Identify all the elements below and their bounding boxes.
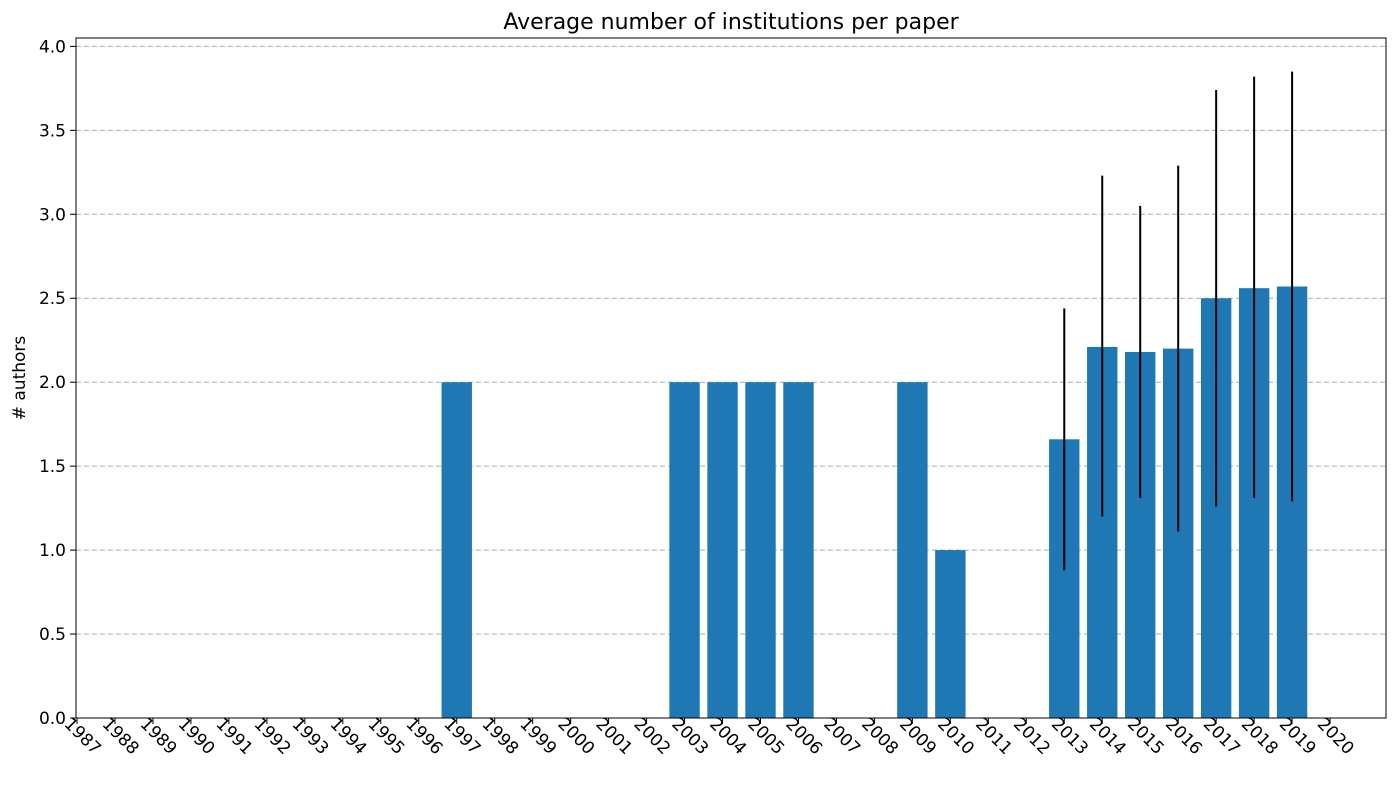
x-tick-label: 1988	[98, 714, 143, 759]
x-tick-label: 2019	[1275, 714, 1320, 759]
y-tick-label: 3.0	[39, 205, 66, 225]
y-tick-label: 2.0	[39, 373, 66, 393]
y-tick-label: 1.5	[39, 457, 66, 477]
x-tick-label: 1998	[478, 714, 523, 759]
x-tick-label: 2008	[857, 714, 902, 759]
x-tick-label: 1994	[326, 714, 371, 759]
x-axis-ticks: 1987198819891990199119921993199419951996…	[60, 714, 1358, 759]
x-tick-label: 2005	[743, 714, 788, 759]
x-tick-label: 1993	[288, 714, 333, 759]
x-tick-label: 1995	[364, 714, 409, 759]
error-bars-group	[1063, 71, 1294, 571]
x-tick-label: 1996	[402, 714, 447, 759]
x-tick-label: 2013	[1047, 714, 1092, 759]
bar-2009	[897, 382, 928, 718]
x-tick-label: 1999	[516, 714, 561, 759]
x-tick-label: 1989	[136, 714, 181, 759]
y-tick-label: 4.0	[39, 37, 66, 57]
x-tick-label: 2015	[1123, 714, 1168, 759]
chart-title: Average number of institutions per paper	[503, 10, 959, 35]
plot-frame	[75, 37, 1387, 719]
bar-2004	[707, 382, 738, 718]
x-tick-label: 1987	[60, 714, 105, 759]
bar-2003	[669, 382, 700, 718]
x-tick-label: 2018	[1237, 714, 1282, 759]
x-tick-label: 2006	[781, 714, 826, 759]
y-tick-label: 1.0	[39, 541, 66, 561]
x-tick-label: 2014	[1085, 714, 1130, 759]
x-tick-label: 1992	[250, 714, 295, 759]
y-axis-label: # authors	[10, 336, 30, 421]
x-tick-label: 2017	[1199, 714, 1244, 759]
x-tick-label: 2007	[819, 714, 864, 759]
x-tick-label: 2016	[1161, 714, 1206, 759]
x-tick-label: 1997	[440, 714, 485, 759]
x-tick-label: 2020	[1313, 714, 1358, 759]
x-tick-label: 1990	[174, 714, 219, 759]
x-tick-label: 2004	[705, 714, 750, 759]
x-tick-label: 2003	[667, 714, 712, 759]
x-tick-label: 2002	[629, 714, 674, 759]
y-tick-label: 0.0	[39, 709, 66, 729]
bars-group	[441, 286, 1308, 718]
x-tick-label: 1991	[212, 714, 257, 759]
x-tick-label: 2009	[895, 714, 940, 759]
y-tick-label: 3.5	[39, 121, 66, 141]
x-tick-label: 2001	[591, 714, 636, 759]
x-tick-label: 2012	[1009, 714, 1054, 759]
y-tick-label: 0.5	[39, 625, 66, 645]
y-axis-ticks: 0.0 0.5 1.0 1.5 2.0 2.5 3.0 3.5 4.0	[39, 37, 76, 729]
bar-1997	[441, 382, 472, 718]
x-tick-label: 2000	[553, 714, 598, 759]
bar-2010	[935, 550, 966, 718]
y-tick-label: 2.5	[39, 289, 66, 309]
x-tick-label: 2010	[933, 714, 978, 759]
bar-2005	[745, 382, 776, 718]
bar-2006	[783, 382, 814, 718]
x-tick-label: 2011	[971, 714, 1016, 759]
